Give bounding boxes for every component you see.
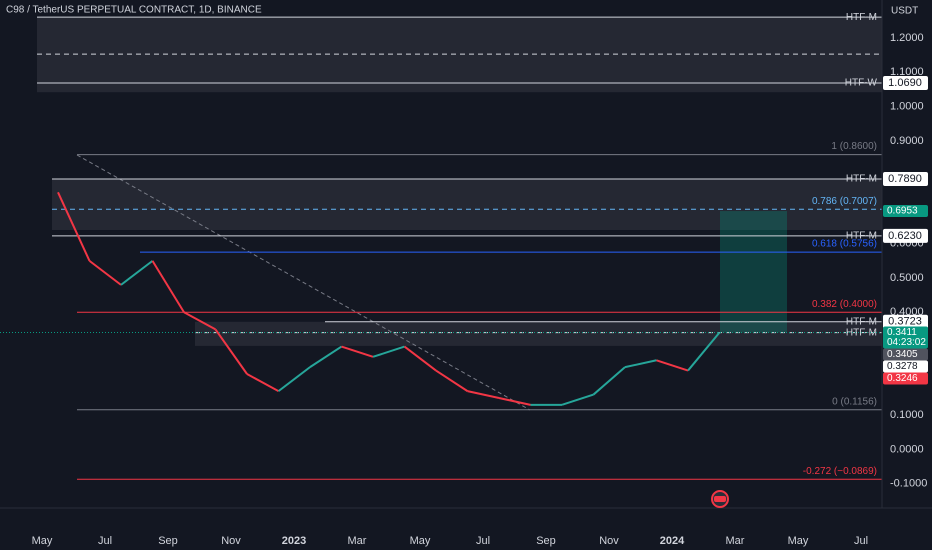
level-label: HTF-M <box>846 316 877 327</box>
x-tick-label: 2023 <box>282 535 306 547</box>
zone <box>195 321 882 346</box>
price-tag-bg <box>883 171 928 186</box>
price-segment <box>687 331 721 372</box>
price-tag: 0.6953 <box>887 206 918 217</box>
fib-label: 0.618 (0.5756) <box>812 239 877 250</box>
x-tick-label: Nov <box>599 535 619 547</box>
x-tick-label: Jul <box>854 535 868 547</box>
y-tick-label: -0.1000 <box>890 478 927 490</box>
price-segment <box>561 393 594 406</box>
currency: USDT <box>891 6 918 17</box>
fib-label: 1 (0.8600) <box>831 141 877 152</box>
price-segment <box>120 260 154 286</box>
indicator-icon <box>711 490 729 508</box>
price-segment <box>467 390 500 399</box>
level-label: HTF-W <box>845 78 878 89</box>
x-tick-label: Mar <box>726 535 745 547</box>
price-segment <box>498 397 531 406</box>
fib-label: 0.382 (0.4000) <box>812 299 877 310</box>
price-tag: 0.3246 <box>887 373 918 384</box>
x-tick-label: May <box>410 535 431 547</box>
level-label: HTF-M <box>846 174 877 185</box>
price-segment <box>403 345 437 372</box>
price-tag-bg <box>883 372 928 385</box>
price-tag: 1.0690 <box>888 77 922 89</box>
price-segment <box>277 366 311 392</box>
x-tick-label: Jul <box>476 535 490 547</box>
price-tag-bg <box>883 205 928 218</box>
price-tag: 0.6230 <box>888 230 922 242</box>
y-tick-label: 0.1000 <box>890 409 924 421</box>
zone <box>37 17 882 93</box>
price-tag: 0.7890 <box>888 173 922 185</box>
price-tag: 0.3278 <box>887 361 918 372</box>
price-segment <box>151 260 185 313</box>
price-segment <box>341 345 374 358</box>
chart-title: C98 / TetherUS PERPETUAL CONTRACT, 1D, B… <box>6 5 262 16</box>
price-segment <box>372 345 405 358</box>
price-tag: 0.3723 <box>888 316 922 328</box>
countdown: 04:23:02 <box>887 337 926 348</box>
price-tag-bg <box>883 360 928 373</box>
fib-label: -0.272 (−0.0869) <box>803 466 877 477</box>
price-segment <box>624 359 657 369</box>
zone <box>52 178 882 231</box>
x-tick-label: Mar <box>348 535 367 547</box>
x-tick-label: 2024 <box>660 535 685 547</box>
price-tag: 0.3411 <box>887 327 917 338</box>
price-segment <box>309 345 343 368</box>
price-segment <box>656 359 689 372</box>
level-label: HTF-M <box>846 12 877 23</box>
y-tick-label: 0.5000 <box>890 272 924 284</box>
price-segment <box>592 366 626 396</box>
price-segment <box>246 373 279 393</box>
y-tick-label: 1.1000 <box>890 66 924 78</box>
x-tick-label: May <box>788 535 809 547</box>
y-tick-label: 1.0000 <box>890 101 924 113</box>
price-tag-bg <box>883 348 928 361</box>
price-tag-bg <box>883 228 928 243</box>
price-tag: 0.3405 <box>887 349 918 360</box>
y-tick-label: 1.2000 <box>890 32 924 44</box>
price-tag-bg <box>883 75 928 90</box>
x-tick-label: Sep <box>158 535 178 547</box>
x-tick-label: Sep <box>536 535 556 547</box>
price-segment <box>88 260 122 286</box>
plot: 1.20001.10001.00000.90000.60000.50000.40… <box>0 12 928 547</box>
y-tick-label: 0.0000 <box>890 443 924 455</box>
fib-label: 0.786 (0.7007) <box>812 196 877 207</box>
price-segment <box>183 311 216 331</box>
trend-line <box>76 154 531 411</box>
position-box <box>720 211 787 333</box>
price-tag-bg <box>883 314 928 329</box>
price-segment <box>57 191 91 262</box>
price-segment <box>214 328 248 375</box>
fib-label: 0 (0.1156) <box>832 396 877 407</box>
x-tick-label: Nov <box>221 535 241 547</box>
level-label: HTF-M <box>846 230 877 241</box>
x-tick-label: Jul <box>98 535 112 547</box>
y-tick-label: 0.9000 <box>890 135 924 147</box>
price-tag-bg <box>883 326 928 349</box>
x-tick-label: May <box>32 535 53 547</box>
price-segment <box>435 369 469 392</box>
